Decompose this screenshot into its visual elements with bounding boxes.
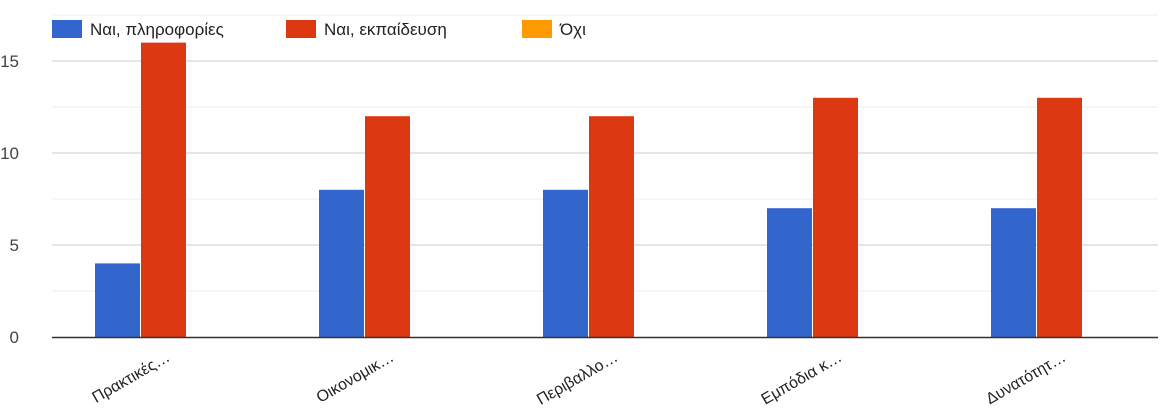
bar — [319, 189, 364, 337]
y-tick-label: 15 — [0, 52, 19, 71]
legend-swatch — [522, 20, 552, 38]
x-tick-label: Δυνατότητ… — [983, 349, 1069, 408]
bar — [767, 208, 812, 337]
bar — [95, 263, 140, 337]
legend-swatch — [52, 20, 82, 38]
x-tick-label: Εμπόδια κ… — [759, 349, 845, 409]
bar — [543, 189, 588, 337]
y-tick-label: 0 — [10, 328, 19, 347]
bar — [589, 116, 634, 337]
x-tick-label: Περιβαλλο… — [534, 349, 621, 409]
y-tick-label: 10 — [0, 144, 19, 163]
legend-label: Όχι — [559, 20, 586, 39]
y-tick-label: 5 — [10, 236, 19, 255]
bar — [365, 116, 410, 337]
legend-label: Ναι, πληροφορίες — [90, 20, 224, 39]
x-tick-label: Οικονομικ… — [314, 349, 397, 407]
x-axis-labels: Πρακτικές… Οικονομικ… Περιβαλλο… Εμπόδια κ…… — [89, 349, 1069, 409]
legend-item: Ναι, πληροφορίες — [52, 20, 224, 39]
y-axis-ticks: 0 5 10 15 — [0, 52, 19, 347]
x-tick-label: Πρακτικές… — [89, 349, 173, 407]
bar — [991, 208, 1036, 337]
bar — [813, 97, 858, 337]
legend-item: Ναι, εκπαίδευση — [286, 20, 447, 39]
legend: Ναι, πληροφορίες Ναι, εκπαίδευση Όχι — [52, 20, 586, 39]
bar — [1037, 97, 1082, 337]
legend-label: Ναι, εκπαίδευση — [324, 20, 447, 39]
bar — [141, 42, 186, 337]
bars — [95, 42, 1082, 337]
legend-item: Όχι — [522, 20, 586, 39]
legend-swatch — [286, 20, 316, 38]
